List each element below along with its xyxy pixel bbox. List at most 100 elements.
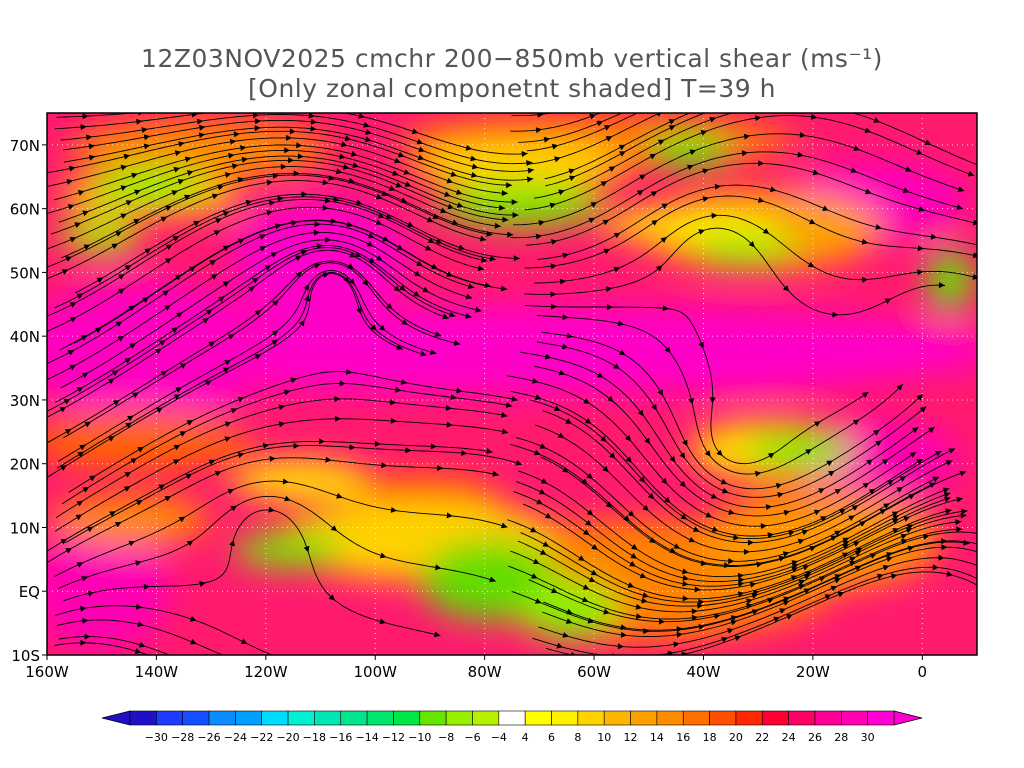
streamline <box>68 371 519 493</box>
colorbar-label: −10 <box>408 731 431 744</box>
streamline-arrow <box>751 593 759 599</box>
lon-tick-label: 160W <box>25 663 69 681</box>
lon-tick-label: 80W <box>468 663 502 681</box>
lon-tick-label: 20W <box>796 663 830 681</box>
streamline-arrow <box>511 396 518 402</box>
streamline-arrow <box>266 209 273 216</box>
streamline-arrow <box>855 547 863 554</box>
streamline-arrow <box>738 577 745 584</box>
streamline-arrow <box>657 389 664 396</box>
streamline-arrow <box>88 143 95 150</box>
streamline-arrow <box>566 332 573 339</box>
streamline-arrow <box>291 220 298 226</box>
streamline-arrow <box>588 576 596 582</box>
streamline-arrow <box>500 522 508 529</box>
streamline-arrow <box>767 452 775 459</box>
streamline-arrow <box>636 190 644 196</box>
streamline-arrow <box>896 487 904 493</box>
streamline-arrow <box>405 447 412 454</box>
streamline-arrow <box>919 406 927 413</box>
streamline-arrow <box>702 168 709 175</box>
streamline-arrow <box>186 170 194 176</box>
streamline-arrow <box>945 460 953 466</box>
streamline-arrow <box>330 525 338 532</box>
streamline-arrow <box>791 566 798 573</box>
streamline-arrow <box>199 124 206 131</box>
streamline-arrow <box>590 202 598 208</box>
streamline-arrow <box>609 452 616 459</box>
streamline-arrow <box>390 399 397 406</box>
streamline-arrow <box>642 504 649 512</box>
streamline-arrow <box>749 581 757 588</box>
streamline-arrow <box>747 539 754 546</box>
streamline-arrow <box>682 574 689 581</box>
streamline-arrow <box>853 541 860 547</box>
streamline-arrow <box>714 613 721 620</box>
streamline-arrow <box>700 130 708 136</box>
streamline-arrow <box>607 304 613 311</box>
streamline-arrow <box>434 331 442 337</box>
streamline-arrow <box>112 400 120 406</box>
streamline-arrow <box>335 168 343 175</box>
colorbar-swatch <box>788 710 816 726</box>
streamline-arrow <box>470 155 477 162</box>
streamline-arrow <box>892 515 900 521</box>
streamline-arrow <box>764 103 770 109</box>
streamline-arrow <box>554 156 561 163</box>
streamline-arrow <box>123 153 131 160</box>
streamline-arrow <box>184 194 191 201</box>
streamline-arrow <box>501 190 508 197</box>
streamline-arrow <box>934 450 942 457</box>
lon-tick-label: 100W <box>354 663 398 681</box>
streamline-arrow <box>382 235 389 242</box>
streamline <box>516 481 951 583</box>
streamline-arrow <box>399 285 406 291</box>
streamline-arrow <box>917 269 924 276</box>
streamline-arrow <box>899 476 907 482</box>
streamline-arrow <box>602 465 609 473</box>
streamline-arrow <box>289 128 296 135</box>
streamline-arrow <box>175 274 182 281</box>
streamline <box>542 546 977 637</box>
streamline-arrow <box>61 269 69 275</box>
streamline-arrow <box>861 392 869 398</box>
streamline-arrow <box>215 218 222 224</box>
streamline-arrow <box>538 220 545 226</box>
streamline-arrow <box>589 113 596 120</box>
streamline-arrow <box>978 531 985 537</box>
streamline-arrow <box>75 514 83 521</box>
streamline-arrow <box>227 488 235 495</box>
streamline-arrow <box>363 122 370 128</box>
streamline-arrow <box>316 243 323 249</box>
streamline-arrow <box>314 221 321 228</box>
streamline-arrow <box>941 544 948 551</box>
streamline-arrow <box>240 638 248 644</box>
streamline <box>511 113 555 117</box>
streamline <box>47 130 513 186</box>
streamline-arrow <box>558 189 565 196</box>
streamline-arrow <box>159 340 166 346</box>
streamline-arrow <box>191 113 198 118</box>
streamline-arrow <box>613 266 621 273</box>
streamline-arrow <box>446 421 453 428</box>
streamline-arrow <box>81 372 89 379</box>
streamline-arrow <box>467 283 475 289</box>
streamline-arrow <box>379 552 387 559</box>
streamline-arrow <box>494 222 501 229</box>
streamline <box>55 398 508 519</box>
streamline <box>545 571 977 655</box>
streamline-arrow <box>639 174 646 181</box>
streamline <box>507 375 917 527</box>
streamline-arrow <box>141 127 148 133</box>
colorbar-label: −28 <box>171 731 194 744</box>
streamline-arrow <box>354 251 362 258</box>
streamline-arrow <box>903 516 910 522</box>
streamline-arrow <box>737 591 745 598</box>
streamline-arrow <box>324 197 332 204</box>
streamline-arrow <box>136 500 143 506</box>
streamline-arrow <box>447 203 454 210</box>
streamline-arrow <box>803 588 811 594</box>
streamline-arrow <box>143 143 151 150</box>
colorbar-swatch <box>261 710 289 726</box>
streamline-arrow <box>581 596 589 603</box>
